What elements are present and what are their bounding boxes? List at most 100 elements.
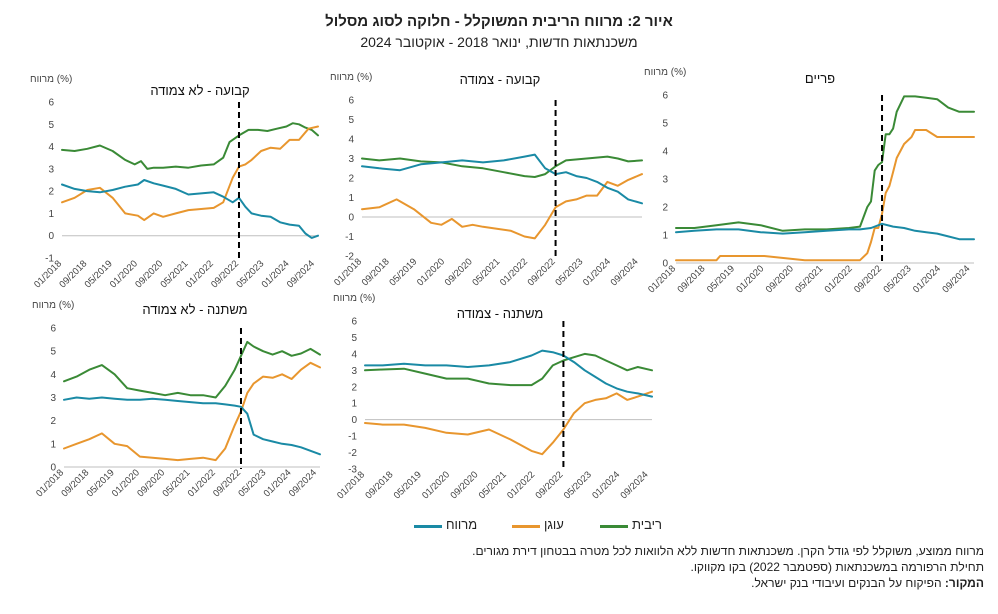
series-line-spread	[63, 396, 321, 456]
notes: מרווח ממוצע, משוקלל לפי גודל הקרן. משכנת…	[24, 543, 984, 591]
y-tick-label: 6	[50, 324, 56, 335]
y-tick-label: 1	[662, 231, 668, 242]
series-line-anchor	[61, 125, 319, 222]
y-tick-label: 4	[351, 349, 357, 360]
x-tick-label: 01/2024	[581, 256, 613, 288]
x-tick-label: 01/2022	[498, 256, 530, 288]
x-tick-label: 09/2022	[526, 256, 558, 288]
y-tick-label: 3	[48, 164, 54, 175]
y-tick-label: -2	[345, 252, 354, 263]
y-tick-label: 5	[50, 347, 56, 358]
y-axis-label: מרווח (%)	[333, 293, 375, 304]
chart-title: קבועה - צמודה	[460, 72, 541, 87]
y-tick-label: 2	[662, 203, 668, 214]
series-line-rate	[61, 122, 319, 170]
y-tick-label: -3	[348, 465, 357, 476]
x-tick-label: 09/2022	[852, 263, 884, 295]
y-tick-label: -1	[345, 232, 354, 243]
x-tick-label: 01/2022	[823, 263, 855, 295]
x-tick-label: 05/2019	[705, 263, 737, 295]
source-label: המקור:	[944, 576, 984, 590]
y-tick-label: 5	[48, 120, 54, 131]
y-tick-label: 6	[348, 96, 354, 107]
x-tick-label: 01/2020	[734, 263, 766, 295]
x-tick-label: 05/2023	[553, 256, 585, 288]
x-tick-label: 05/2023	[882, 263, 914, 295]
series-line-rate	[361, 155, 643, 178]
x-tick-label: 05/2021	[477, 469, 509, 501]
x-tick-label: 09/2024	[287, 467, 319, 499]
x-tick-label: 09/2018	[363, 469, 395, 501]
x-tick-label: 01/2020	[420, 469, 452, 501]
y-tick-label: 2	[351, 382, 357, 393]
y-tick-label: 4	[48, 142, 54, 153]
y-tick-label: 4	[50, 370, 56, 381]
chart-panel-5: משתנה - צמודה מרווח (%) -3 -2 -1 0 1 2 3 4 5 6 01/20…	[333, 293, 653, 501]
y-tick-label: 5	[348, 115, 354, 126]
series-line-anchor	[364, 390, 653, 456]
y-tick-label: -1	[348, 432, 357, 443]
legend-label-rate: ריבית	[632, 517, 662, 532]
series-line-spread	[675, 222, 975, 241]
chart-title: משתנה - צמודה	[457, 306, 544, 321]
y-tick-label: 2	[48, 187, 54, 198]
x-tick-label: 01/2024	[590, 469, 622, 501]
series-line-anchor	[63, 361, 321, 462]
y-tick-label: 6	[48, 98, 54, 109]
note-line-2: תחילת הרפורמה במשכנתאות (ספטמבר 2022) בק…	[690, 560, 984, 574]
y-tick-label: 3	[351, 366, 357, 377]
figure-title: איור 2: מרווח הריבית המשוקלל - חלוקה לסו…	[325, 13, 673, 30]
x-tick-label: 05/2019	[392, 469, 424, 501]
y-axis-label: מרווח (%)	[30, 74, 72, 85]
x-tick-label: 05/2023	[562, 469, 594, 501]
y-tick-label: 0	[48, 231, 54, 242]
y-tick-label: 0	[351, 415, 357, 426]
legend-swatch-spread	[414, 525, 442, 528]
source-text: הפיקוח על הבנקים ועיבודי בנק ישראל.	[751, 576, 945, 590]
y-tick-label: 1	[50, 439, 56, 450]
series-line-anchor	[361, 173, 643, 240]
note-line-1: מרווח ממוצע, משוקלל לפי גודל הקרן. משכנת…	[472, 544, 984, 558]
y-tick-label: 4	[662, 147, 668, 158]
note-source: המקור: הפיקוח על הבנקים ועיבודי בנק ישרא…	[24, 575, 984, 591]
y-axis-label: מרווח (%)	[330, 72, 372, 83]
y-axis-label: מרווח (%)	[32, 300, 74, 311]
y-tick-label: -1	[45, 254, 54, 265]
y-tick-label: 3	[50, 393, 56, 404]
y-tick-label: 6	[662, 91, 668, 102]
legend-label-spread: מרווח	[446, 517, 478, 532]
legend-label-anchor: עוגן	[544, 517, 564, 532]
figure-subtitle: משכנתאות חדשות, ינואר 2018 - אוקטובר 202…	[360, 34, 638, 50]
legend-swatch-anchor	[512, 525, 540, 528]
series-line-rate	[63, 340, 321, 399]
x-tick-label: 01/2022	[505, 469, 537, 501]
x-tick-label: 09/2024	[940, 263, 972, 295]
y-tick-label: 0	[348, 213, 354, 224]
y-tick-label: -2	[348, 448, 357, 459]
legend-swatch-rate	[600, 525, 628, 528]
y-tick-label: 0	[50, 463, 56, 474]
y-tick-label: 5	[351, 333, 357, 344]
y-axis-label: מרווח (%)	[644, 67, 686, 78]
series-line-spread	[61, 179, 319, 239]
x-tick-label: 01/2024	[911, 263, 943, 295]
series-line-rate	[675, 95, 975, 232]
series-line-rate	[364, 352, 653, 387]
x-tick-label: 09/2018	[360, 256, 392, 288]
figure-header: איור 2: מרווח הריבית המשוקלל - חלוקה לסו…	[0, 12, 998, 52]
x-tick-label: 09/2020	[443, 256, 475, 288]
y-tick-label: 5	[662, 119, 668, 130]
y-tick-label: 1	[351, 399, 357, 410]
y-tick-label: 4	[348, 135, 354, 146]
chart-title: פריים	[805, 71, 835, 86]
x-tick-label: 01/2020	[415, 256, 447, 288]
series-line-spread	[361, 153, 643, 205]
x-tick-label: 09/2018	[675, 263, 707, 295]
y-tick-label: 1	[48, 209, 54, 220]
y-tick-label: 3	[348, 154, 354, 165]
x-tick-label: 05/2021	[793, 263, 825, 295]
x-tick-label: 05/2019	[387, 256, 419, 288]
